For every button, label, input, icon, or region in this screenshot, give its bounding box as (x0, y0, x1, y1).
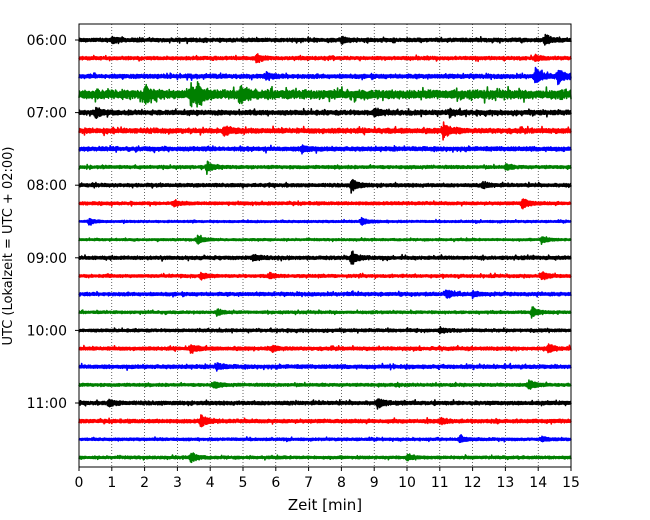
y-axis-label: UTC (Lokalzeit = UTC + 02:00) (1, 147, 16, 346)
seismogram-traces (78, 33, 572, 464)
seismogram-trace (78, 434, 572, 444)
x-tick-label: 1 (107, 475, 116, 491)
x-tick-label: 7 (304, 475, 313, 491)
y-tick-label: 07:00 (27, 106, 67, 122)
y-tick-label: 06:00 (27, 33, 67, 49)
seismogram-trace (78, 271, 572, 281)
y-tick-label: 09:00 (27, 251, 67, 267)
seismogram-trace (78, 379, 572, 390)
seismogram-trace (78, 362, 572, 372)
seismogram-trace (78, 250, 572, 265)
x-tick-label: 15 (562, 475, 580, 491)
x-tick-label: 2 (140, 475, 149, 491)
x-tick-label: 9 (370, 475, 379, 491)
seismogram-trace (78, 198, 572, 210)
seismogram-trace (78, 144, 572, 155)
x-tick-label: 12 (464, 475, 482, 491)
x-axis-ticks: 0 1 2 3 4 5 6 7 8 9 10 11 12 13 14 15 (75, 467, 580, 491)
y-tick-label: 11:00 (27, 396, 67, 412)
seismogram-trace (78, 343, 572, 354)
x-tick-label: 3 (173, 475, 182, 491)
seismogram-trace (78, 53, 572, 64)
seismogram-trace (78, 66, 572, 86)
seismogram-trace (78, 216, 572, 226)
seismogram-trace (78, 234, 572, 245)
x-axis-label: Zeit [min] (288, 496, 362, 514)
x-tick-label: 4 (206, 475, 215, 491)
seismogram-trace (78, 121, 572, 141)
seismogram-trace (78, 178, 572, 194)
x-tick-label: 6 (271, 475, 280, 491)
y-tick-label: 10:00 (27, 323, 67, 339)
x-tick-label: 10 (398, 475, 416, 491)
seismogram-trace (78, 81, 572, 108)
y-axis-ticks: 06:00 07:00 08:00 09:00 10:00 11:00 (27, 33, 79, 412)
seismogram-trace (78, 326, 572, 335)
plot-frame (78, 23, 572, 468)
x-tick-label: 5 (239, 475, 248, 491)
seismogram-trace (78, 33, 572, 46)
seismogram-trace (78, 160, 572, 175)
vertical-grid (111, 24, 539, 467)
x-tick-label: 13 (496, 475, 514, 491)
seismogram-trace (78, 306, 572, 319)
seismogram-trace (78, 398, 572, 410)
seismogram-trace (78, 452, 572, 464)
x-tick-label: 14 (529, 475, 547, 491)
x-tick-label: 8 (337, 475, 346, 491)
x-tick-label: 11 (431, 475, 449, 491)
y-tick-label: 08:00 (27, 178, 67, 194)
seismogram-trace (78, 106, 572, 119)
seismogram-trace (78, 414, 572, 428)
x-tick-label: 0 (75, 475, 84, 491)
seismogram-trace (78, 289, 572, 300)
